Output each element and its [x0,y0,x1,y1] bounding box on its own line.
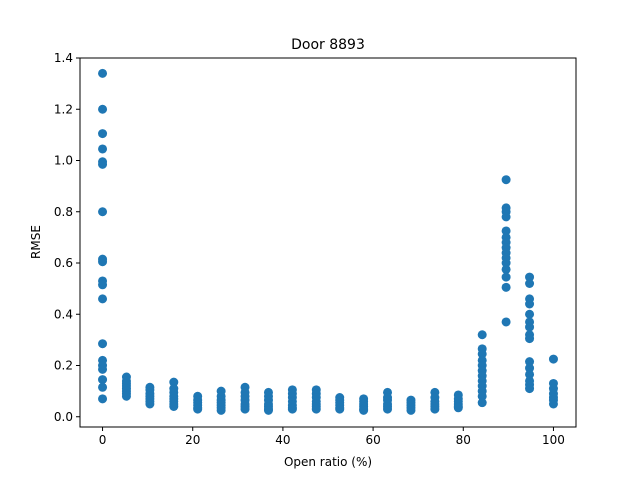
x-tick-label: 60 [365,433,380,447]
points-layer [98,68,558,415]
data-point [98,339,108,349]
data-point [98,129,108,139]
y-tick-label: 0.6 [54,256,73,270]
data-point [98,375,108,385]
data-point [501,264,511,274]
data-point [121,391,131,401]
data-point [98,159,108,169]
data-point [98,280,108,290]
data-point [263,405,273,415]
data-point [525,279,535,288]
data-point [525,322,535,332]
y-tick-label: 0.2 [54,359,73,373]
data-point [406,405,416,415]
data-point [477,391,487,401]
y-tick-label: 1.2 [54,102,73,116]
data-point [501,175,511,185]
data-point [98,294,108,304]
data-point [240,404,250,414]
data-point [477,398,487,408]
data-point [525,363,535,373]
data-point [501,317,511,327]
data-point [98,104,108,114]
plot-frame [79,57,577,428]
y-tick-label: 1.0 [54,154,73,168]
data-point [98,257,108,267]
data-point [525,357,535,367]
x-tick-label: 40 [275,433,290,447]
y-tick-label: 0.0 [54,410,73,424]
data-point [477,330,487,340]
data-point [501,282,511,292]
data-point [98,382,108,392]
data-point [145,399,155,409]
data-point [335,404,345,414]
data-point [501,258,511,268]
data-point [359,405,369,415]
data-point [525,309,535,319]
x-axis-ticks: 0 20 40 60 80 100 [99,427,565,447]
data-point [548,354,558,364]
data-point [169,402,179,411]
y-tick-label: 0.4 [54,307,73,321]
data-point [548,399,558,409]
y-tick-label: 1.4 [54,51,73,65]
data-point [98,144,108,154]
data-point [501,272,511,282]
x-axis-label: Open ratio (%) [284,455,372,469]
data-point [311,404,321,414]
x-tick-label: 80 [456,433,471,447]
data-point [525,272,535,282]
data-point [525,369,535,379]
y-axis-ticks: 0.0 0.2 0.4 0.6 0.8 1.0 1.2 1.4 [54,51,80,424]
data-point [453,403,463,413]
chart-title: Door 8893 [291,37,365,53]
y-tick-label: 0.8 [54,205,73,219]
data-point [525,299,535,309]
data-point [477,349,487,359]
data-point [430,404,440,414]
x-tick-label: 100 [542,433,565,447]
data-point [169,377,179,387]
x-tick-label: 20 [185,433,200,447]
data-point [98,207,108,217]
data-point [525,334,535,344]
data-point [501,226,511,236]
data-point [383,404,393,414]
x-tick-label: 0 [99,433,107,447]
data-point [287,404,297,414]
data-point [216,405,226,415]
data-point [98,394,108,404]
data-point [98,364,108,374]
data-point [98,68,108,78]
data-point [193,404,203,414]
y-axis-label: RMSE [29,225,43,259]
data-point [525,384,535,394]
data-point [501,212,511,222]
